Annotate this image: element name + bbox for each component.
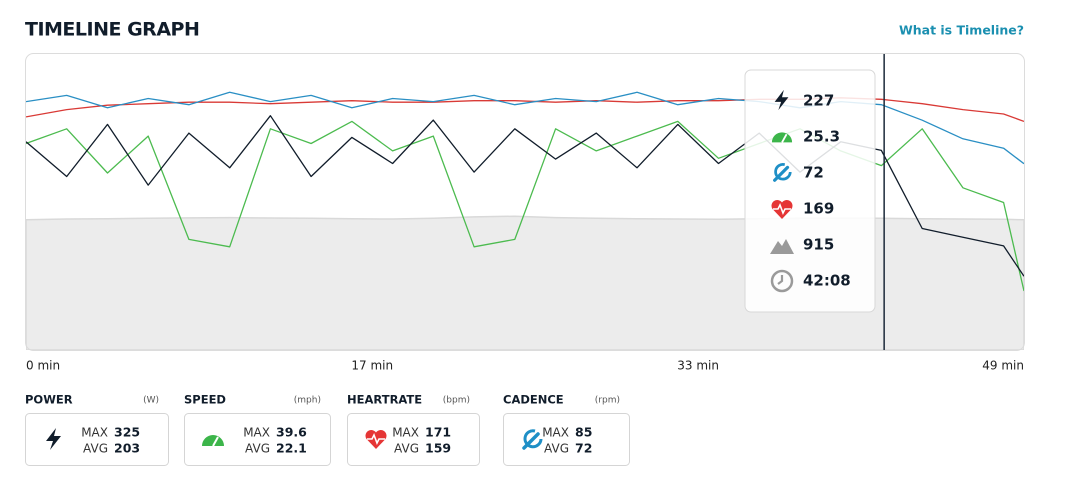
card-unit: (W) <box>143 396 159 406</box>
tooltip-value: 25.3 <box>803 128 840 146</box>
avg-value: 159 <box>425 441 451 456</box>
x-tick-label: 17 min <box>351 359 393 373</box>
stat-card: POWER (W) MAX 325 AVG 203 <box>25 393 169 466</box>
tooltip-value: 72 <box>803 164 824 182</box>
card-title: CADENCE <box>503 393 564 407</box>
avg-label: AVG <box>544 442 569 456</box>
avg-label: AVG <box>245 442 270 456</box>
help-link[interactable]: What is Timeline? <box>899 23 1024 38</box>
max-value: 325 <box>114 425 140 440</box>
card-unit: (bpm) <box>443 396 470 406</box>
avg-value: 203 <box>114 441 140 456</box>
max-label: MAX <box>392 426 419 440</box>
stat-card: CADENCE (rpm) MAX 85 AVG 72 <box>503 393 630 466</box>
tooltip-value: 169 <box>803 200 834 218</box>
x-axis: 0 min 17 min 33 min 49 min <box>26 359 1024 373</box>
page-title: TIMELINE GRAPH <box>25 19 199 41</box>
max-value: 85 <box>575 425 592 440</box>
max-label: MAX <box>243 426 270 440</box>
tooltip-time: 42:08 <box>803 272 851 290</box>
card-unit: (mph) <box>294 396 321 406</box>
tooltip-value: 915 <box>803 236 834 254</box>
card-box <box>25 413 169 466</box>
card-box <box>503 413 630 466</box>
x-tick-label: 0 min <box>26 359 60 373</box>
tooltip-value: 227 <box>803 92 834 110</box>
avg-label: AVG <box>394 442 419 456</box>
x-tick-label: 49 min <box>982 359 1024 373</box>
stat-cards: POWER (W) MAX 325 AVG 203 SPEED (mph) MAX 39.6 AVG… <box>25 393 630 466</box>
card-title: POWER <box>25 393 73 407</box>
avg-value: 22.1 <box>276 441 307 456</box>
card-title: HEARTRATE <box>347 393 422 407</box>
avg-label: AVG <box>83 442 108 456</box>
avg-value: 72 <box>575 441 592 456</box>
max-label: MAX <box>542 426 569 440</box>
stat-card: SPEED (mph) MAX 39.6 AVG 22.1 <box>184 393 331 466</box>
x-tick-label: 33 min <box>677 359 719 373</box>
tooltip: 227 25.3 72 169 915 42:08 <box>744 69 876 313</box>
card-unit: (rpm) <box>595 396 620 406</box>
max-value: 171 <box>425 425 451 440</box>
card-box <box>184 413 331 466</box>
stat-card: HEARTRATE (bpm) MAX 171 AVG 159 <box>347 393 480 466</box>
max-label: MAX <box>81 426 108 440</box>
max-value: 39.6 <box>276 425 307 440</box>
card-title: SPEED <box>184 393 226 407</box>
card-box <box>347 413 480 466</box>
